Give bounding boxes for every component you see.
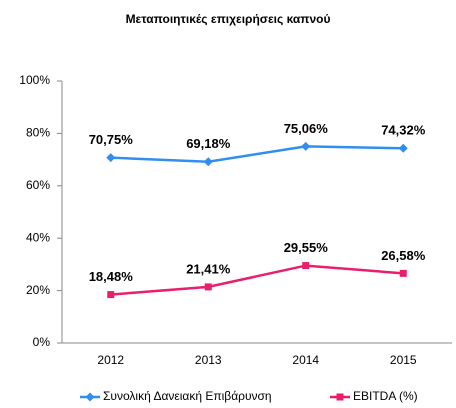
point bbox=[301, 141, 311, 151]
data-label: 29,55% bbox=[284, 240, 329, 255]
data-label: 18,48% bbox=[89, 269, 134, 284]
x-tick-label: 2014 bbox=[292, 353, 319, 367]
point bbox=[203, 157, 213, 167]
point bbox=[398, 143, 408, 153]
y-tick-label: 100% bbox=[19, 73, 50, 87]
data-label: 75,06% bbox=[284, 121, 329, 136]
y-tick-label: 80% bbox=[26, 126, 50, 140]
y-tick-label: 0% bbox=[33, 335, 51, 349]
data-label: 21,41% bbox=[186, 261, 231, 276]
point bbox=[204, 283, 212, 291]
series-line bbox=[110, 264, 404, 296]
point bbox=[106, 153, 116, 163]
y-tick-label: 20% bbox=[26, 283, 50, 297]
data-label: 26,58% bbox=[381, 248, 426, 263]
y-tick-label: 60% bbox=[26, 178, 50, 192]
point bbox=[302, 262, 310, 270]
legend-label: EBITDA (%) bbox=[353, 389, 418, 403]
x-tick-label: 2013 bbox=[195, 353, 222, 367]
data-label: 69,18% bbox=[186, 136, 231, 151]
point bbox=[399, 269, 407, 277]
x-tick-label: 2012 bbox=[97, 353, 124, 367]
legend-marker bbox=[85, 392, 95, 402]
y-tick-label: 40% bbox=[26, 230, 50, 244]
legend-marker bbox=[336, 393, 344, 401]
series-line bbox=[110, 145, 404, 164]
x-tick-label: 2015 bbox=[390, 353, 417, 367]
data-label: 74,32% bbox=[381, 123, 426, 138]
point bbox=[107, 291, 115, 299]
data-label: 70,75% bbox=[89, 132, 134, 147]
legend-label: Συνολική Δανειακή Επιβάρυνση bbox=[103, 389, 272, 403]
chart-title: Μεταποιητικές επιχειρήσεις καπνού bbox=[126, 12, 331, 26]
